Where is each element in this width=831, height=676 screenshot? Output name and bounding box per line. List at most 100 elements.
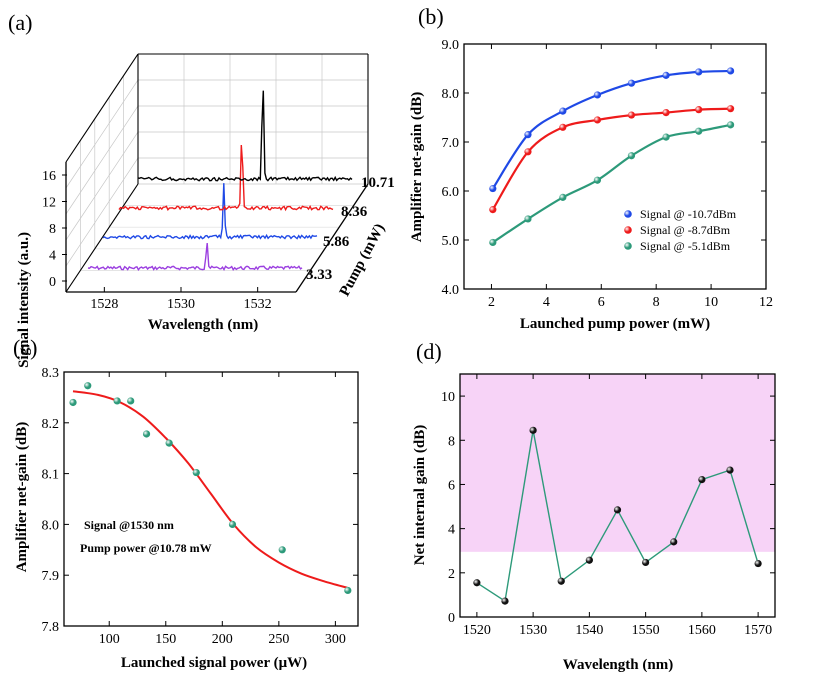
panel-d-data-point — [473, 579, 481, 587]
panel-c-data-point — [192, 468, 200, 477]
panel-a-xtick-label: 1528 — [90, 297, 118, 312]
panel-b-data-point — [489, 238, 497, 247]
panel-a-ytick-label: 16 — [42, 169, 56, 184]
panel-d-data-point — [698, 475, 706, 484]
panel-b-ytick-label: 5.0 — [442, 234, 460, 249]
panel-d: (d) 0 2 4 6 8 10 1520 1530 1540 1550 1560 1570 Net … — [412, 339, 776, 673]
panel-d-data-point — [557, 577, 565, 585]
panel-a-3d-frame — [65, 53, 369, 293]
panel-b-xtick-label: 12 — [759, 295, 773, 310]
panel-b-data-point — [524, 215, 532, 223]
panel-b-data-point — [627, 152, 636, 160]
panel-d-series — [473, 426, 762, 605]
panel-b-data-point — [489, 206, 497, 214]
panel-a: (a) 3.33 5.86 8.36 10.71 0 4 8 12 16 1528 1530 153… — [8, 10, 395, 368]
panel-d-xtick-label: 1540 — [575, 623, 603, 638]
panel-b-legend: Signal @ -10.7dBm Signal @ -8.7dBm Signal … — [624, 207, 737, 253]
panel-b-data-point — [695, 68, 703, 76]
panel-d-data-point — [726, 466, 734, 474]
panel-b-data-point — [726, 67, 735, 75]
panel-a-grid-line — [65, 157, 139, 267]
panel-a-label: (a) — [8, 10, 32, 35]
panel-a-spectrum-5.86 — [102, 183, 318, 240]
panel-c-annotation-signal: Signal @1530 nm — [84, 518, 174, 532]
panel-b-data-point — [593, 116, 602, 124]
panel-c: (c) 7.8 7.9 8.0 8.1 8.2 8.3 100 150 200 250 300 Si… — [13, 335, 359, 671]
panel-b-xtick-label: 2 — [488, 295, 495, 310]
panel-b-data-point — [726, 105, 735, 113]
panel-a-spectra: 3.33 5.86 8.36 10.71 — [87, 90, 395, 283]
panel-b-data-point — [559, 123, 567, 131]
panel-a-xlabel: Wavelength (nm) — [148, 317, 258, 333]
panel-c-annotation-pump: Pump power @10.78 mW — [80, 541, 212, 555]
panel-b-ytick-label: 6.0 — [442, 185, 460, 200]
panel-b-data-point — [559, 193, 567, 201]
panel-d-ticks: 0 2 4 6 8 10 1520 1530 1540 1550 1560 1570 — [441, 374, 775, 638]
panel-d-ylabel: Net internal gain (dB) — [412, 425, 428, 565]
panel-a-ytick-label: 12 — [42, 196, 56, 211]
panel-b-legend-marker — [624, 242, 632, 250]
panel-a-frame-line — [65, 53, 139, 163]
panel-a-frame-line — [65, 183, 139, 293]
panel-d-shaded-region — [460, 374, 775, 552]
panel-b-ytick-label: 4.0 — [442, 283, 460, 298]
panel-a-ylabel: Signal intensity (a.u.) — [16, 232, 32, 368]
panel-c-series — [69, 382, 352, 595]
panel-d-xtick-label: 1560 — [688, 623, 716, 638]
panel-a-frame-line — [295, 183, 369, 293]
panel-b-ytick-label: 8.0 — [442, 87, 460, 102]
panel-d-xtick-label: 1530 — [519, 623, 547, 638]
panel-b-plot-frame — [463, 43, 767, 290]
panel-b-data-point — [489, 184, 497, 193]
panel-c-ylabel: Amplifier net-gain (dB) — [14, 422, 30, 573]
panel-d-ytick-label: 4 — [448, 523, 455, 538]
panel-a-ytick-label: 4 — [49, 249, 56, 264]
panel-b-legend-marker — [624, 226, 632, 234]
panel-b-legend-label: Signal @ -10.7dBm — [640, 207, 737, 221]
panel-d-data-point — [529, 426, 537, 434]
panel-b-data-point — [524, 131, 532, 139]
panel-c-data-point — [142, 430, 151, 438]
panel-a-spectrum-3.33 — [87, 243, 303, 272]
panel-b-fit-line-1 — [491, 107, 731, 211]
panel-a-spectrum-8.36 — [118, 144, 334, 212]
panel-a-spectrum-10.71 — [137, 90, 353, 182]
panel-a-grid-line — [65, 131, 139, 241]
panel-c-xtick-label: 100 — [99, 632, 120, 647]
panel-a-ztick-label: 3.33 — [306, 267, 332, 283]
panel-a-xtick-label: 1530 — [167, 297, 195, 312]
panel-d-ytick-label: 10 — [441, 390, 455, 405]
panel-c-xtick-label: 250 — [268, 632, 289, 647]
panel-c-xlabel: Launched signal power (μW) — [121, 655, 307, 671]
panel-c-data-point — [69, 398, 77, 407]
panel-c-fit-line — [72, 390, 349, 589]
panel-b-data-point — [726, 121, 735, 129]
panel-a-ztick-label: 10.71 — [361, 175, 395, 191]
panel-a-ytick-label: 0 — [49, 275, 56, 290]
panel-c-ytick-label: 8.2 — [42, 417, 60, 432]
panel-d-data-point — [642, 558, 650, 567]
panel-b-ylabel: Amplifier net-gain (dB) — [409, 92, 425, 243]
panel-d-ytick-label: 2 — [448, 567, 455, 582]
panel-a-zlabel: Pump (mW) — [337, 221, 388, 299]
panel-b-xtick-label: 4 — [543, 295, 550, 310]
panel-b-data-point — [524, 148, 532, 156]
panel-c-data-point — [228, 520, 237, 529]
panel-a-grid-line — [65, 105, 139, 215]
panel-b-legend-label: Signal @ -5.1dBm — [640, 239, 731, 253]
panel-b-ytick-label: 9.0 — [442, 38, 460, 53]
panel-a-ticks: 0 4 8 12 16 1528 1530 1532 — [42, 169, 272, 312]
panel-c-data-point — [344, 586, 352, 595]
panel-d-xtick-label: 1550 — [632, 623, 660, 638]
panel-c-data-point — [127, 397, 135, 405]
panel-b-xtick-label: 8 — [653, 295, 660, 310]
panel-c-plot-frame — [63, 371, 359, 627]
panel-c-ytick-label: 8.3 — [42, 366, 60, 381]
panel-b-label: (b) — [418, 4, 444, 29]
panel-b-data-point — [695, 106, 703, 114]
panel-a-grid-line — [65, 79, 139, 189]
panel-b-legend-label: Signal @ -8.7dBm — [640, 223, 731, 237]
panel-b-ytick-label: 7.0 — [442, 136, 460, 151]
panel-d-ytick-label: 0 — [448, 611, 455, 626]
